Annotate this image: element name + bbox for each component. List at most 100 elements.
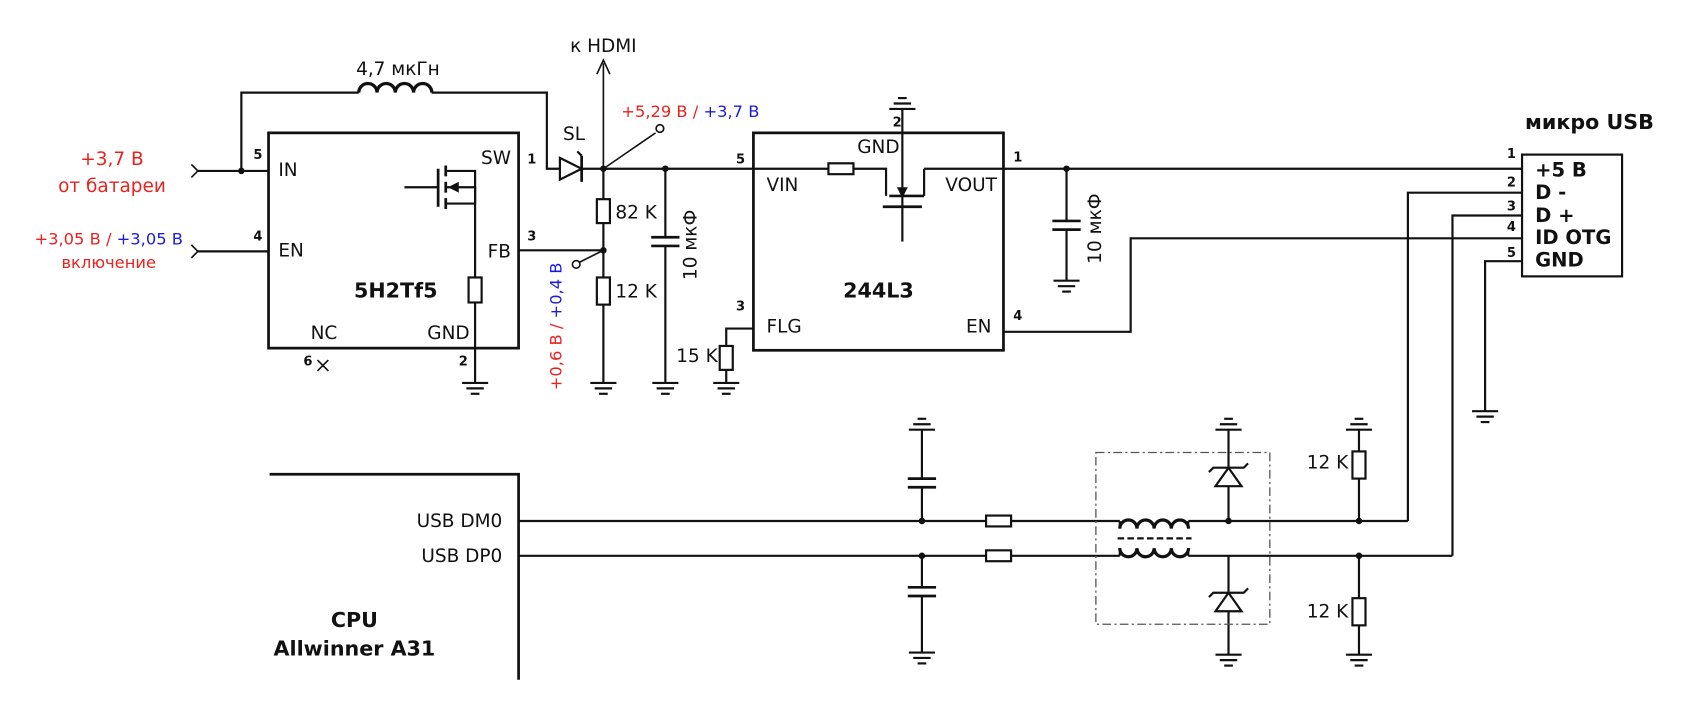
wire — [579, 249, 604, 263]
converter-box — [267, 131, 520, 350]
wires — [190, 58, 1523, 680]
pin-number: 1 — [1013, 150, 1022, 165]
pin-label: EN — [278, 240, 304, 261]
pin-label: GND — [427, 323, 469, 344]
pin-label: D + — [1535, 204, 1574, 227]
resistor — [827, 162, 855, 176]
diode-label: SL — [563, 124, 586, 145]
pin-number: 4 — [1507, 220, 1516, 235]
enable-voltage: +3,05 В / +3,05 В — [34, 229, 182, 248]
cpu-title: CPU — [331, 608, 378, 632]
pin-number: 3 — [527, 230, 536, 245]
wire — [602, 132, 657, 170]
resistor-label: 12 K — [1307, 452, 1349, 473]
converter-name: 5H2Tf5 — [354, 279, 437, 303]
capacitor-label: 10 мкФ — [680, 210, 701, 280]
enable-caption: включение — [61, 253, 156, 272]
cpu-signal: USB DP0 — [421, 546, 502, 567]
pin-label: SW — [481, 148, 511, 169]
resistor — [1351, 597, 1367, 627]
boost-output: +5,29 В / +3,7 В — [621, 102, 759, 121]
pin-number: 3 — [1507, 199, 1516, 214]
wire — [1451, 214, 1523, 556]
pin-label: NC — [311, 323, 338, 344]
capacitor-label: 10 мкФ — [1085, 193, 1106, 263]
usb-title: микро USB — [1525, 110, 1654, 134]
usb-box — [1520, 153, 1624, 278]
battery-caption: от батареи — [58, 176, 166, 197]
pin-number: 4 — [1013, 309, 1022, 324]
terminal — [655, 123, 665, 134]
pin-number: 6 — [303, 355, 312, 370]
hdmi-label: к HDMI — [570, 36, 637, 57]
pin-number: 4 — [253, 230, 262, 245]
resistor-label: 15 K — [676, 346, 718, 367]
junction — [1225, 517, 1232, 525]
wire — [269, 472, 520, 680]
resistor-label: 12 K — [615, 282, 657, 303]
tvs-diode — [1213, 590, 1244, 613]
pin-number: 2 — [1507, 175, 1516, 190]
wire — [316, 359, 329, 372]
wire — [190, 244, 200, 259]
wire — [725, 327, 754, 346]
wire — [596, 58, 611, 75]
coil — [357, 81, 434, 93]
wire — [1406, 191, 1523, 521]
pin-label: D - — [1535, 181, 1566, 204]
resistor — [467, 276, 483, 304]
wire — [240, 91, 359, 171]
voltage-blue: +3,7 В — [703, 102, 759, 121]
switch-name: 244L3 — [843, 279, 914, 303]
inductor-label: 4,7 мкГн — [356, 59, 440, 80]
filter-boundary — [1095, 451, 1271, 625]
pin-number: 2 — [893, 116, 902, 131]
arrow-head — [896, 187, 908, 199]
pin-number: 5 — [253, 148, 262, 163]
pin-number: 1 — [527, 153, 536, 168]
pin-label: GND — [857, 137, 899, 158]
resistor — [595, 276, 611, 306]
pin-label: +5 В — [1535, 158, 1587, 181]
pin-label: FB — [488, 241, 511, 262]
pin-number: 2 — [459, 355, 468, 370]
feedback-voltage: +0,6 В / +0,4 В — [546, 263, 565, 391]
resistor — [984, 549, 1013, 563]
wire — [853, 167, 888, 196]
wire — [445, 186, 477, 204]
pin-number: 5 — [736, 153, 745, 168]
wire — [1208, 462, 1249, 473]
voltage-red: +0,6 В / — [546, 318, 565, 390]
resistor — [718, 344, 734, 371]
cpu-model: Allwinner A31 — [274, 636, 436, 660]
wire — [190, 163, 200, 179]
coil — [1118, 518, 1191, 529]
pin-label: GND — [1535, 249, 1584, 272]
resistor — [595, 198, 611, 225]
resistor — [1351, 450, 1367, 480]
voltage-red: +5,29 В / — [621, 102, 703, 121]
voltage-blue: +3,05 В — [117, 229, 183, 248]
usb-pins: +5 В 1 D - 2 D + 3 ID OTG 4 GND 5 — [1507, 147, 1612, 272]
terminal — [571, 259, 581, 270]
arrow-head — [447, 181, 459, 193]
resistor-label: 12 K — [1307, 601, 1349, 622]
pin-number: 3 — [736, 299, 745, 314]
wire — [576, 150, 583, 157]
battery-voltage: +3,7 В — [80, 149, 143, 170]
pin-label: ID OTG — [1535, 226, 1611, 249]
wire — [1003, 237, 1523, 333]
pin-label: VOUT — [945, 175, 997, 196]
resistor-label: 82 K — [615, 202, 657, 223]
voltage-blue: +0,4 В — [546, 263, 565, 319]
pin-label: VIN — [766, 175, 798, 196]
voltage-red: +3,05 В / — [34, 229, 116, 248]
junction — [1355, 517, 1363, 525]
switch-box — [752, 131, 1005, 352]
cpu-signal: USB DM0 — [417, 511, 503, 532]
pin-label: IN — [278, 160, 297, 181]
pin-number: 5 — [1507, 246, 1516, 261]
tvs-diode — [1213, 465, 1244, 488]
wire — [445, 169, 477, 278]
